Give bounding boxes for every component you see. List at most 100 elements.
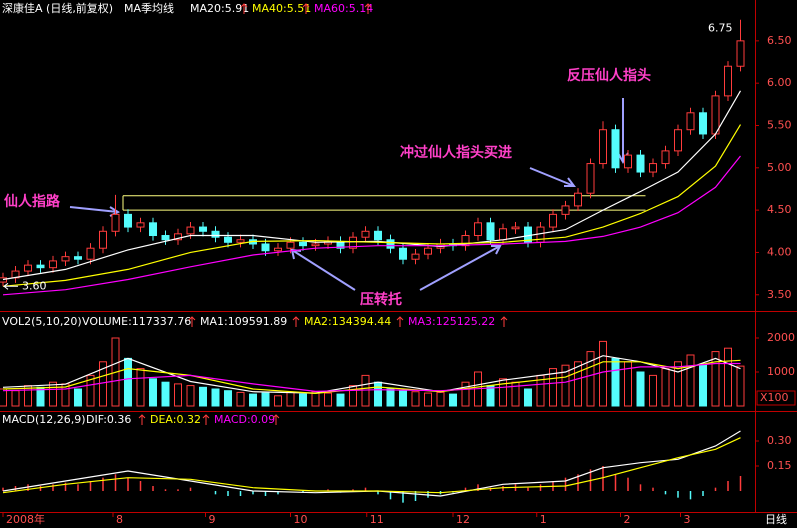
volume-bar bbox=[149, 378, 157, 407]
header-label: MACD(12,26,9) bbox=[2, 413, 86, 426]
candle-body bbox=[499, 228, 507, 241]
volume-bar bbox=[124, 357, 132, 407]
volume-bar bbox=[11, 390, 20, 407]
volume-bar bbox=[586, 351, 595, 407]
header-label: MA3:125125.22 bbox=[408, 315, 495, 328]
trend-arrow bbox=[202, 414, 210, 425]
low-label: 3.60 bbox=[22, 279, 47, 292]
trend-arrow bbox=[138, 414, 146, 425]
candle-body bbox=[149, 222, 157, 237]
candle-body bbox=[424, 247, 432, 255]
volume-bar bbox=[436, 391, 445, 407]
volume-bar bbox=[499, 378, 507, 407]
annotation: 冲过仙人指头买进 bbox=[400, 144, 512, 161]
candle-body bbox=[474, 222, 482, 237]
header-label: MA2:134394.44 bbox=[304, 315, 391, 328]
volume-bar bbox=[286, 391, 295, 407]
volume-bar bbox=[411, 391, 420, 407]
volume-bar bbox=[574, 361, 582, 407]
x-tick-label: 12 bbox=[456, 513, 470, 526]
annotation: 仙人指路 bbox=[4, 193, 61, 210]
candle-body bbox=[161, 235, 170, 241]
volume-bar bbox=[386, 388, 395, 407]
trend-arrow bbox=[272, 414, 280, 425]
volume-bar bbox=[524, 388, 532, 407]
y-tick-label: 1000 bbox=[767, 365, 795, 378]
candle-body bbox=[36, 264, 45, 269]
volume-bar bbox=[449, 393, 457, 407]
candle-body bbox=[511, 226, 520, 230]
ma-line bbox=[2, 90, 742, 281]
candle-body bbox=[286, 241, 295, 249]
candle-body bbox=[274, 247, 282, 252]
volume-bar bbox=[461, 381, 470, 407]
volume-bar bbox=[736, 365, 745, 407]
candle-body bbox=[311, 243, 320, 247]
annotation-arrows bbox=[69, 98, 629, 291]
candle-body bbox=[686, 112, 695, 131]
period-label: 日线 bbox=[765, 512, 787, 526]
arrow bbox=[419, 245, 502, 291]
annotation: 反压仙人指头 bbox=[567, 67, 651, 84]
annotation: 压转托 bbox=[360, 291, 402, 308]
unit-label: X100 bbox=[760, 391, 789, 404]
volume-bar bbox=[699, 364, 707, 407]
x-tick-label: 2 bbox=[624, 513, 631, 526]
header-label: VOL2(5,10,20) bbox=[2, 315, 82, 328]
trend-arrow bbox=[396, 316, 404, 327]
trend-arrow bbox=[500, 316, 508, 327]
y-tick-label: 3.50 bbox=[767, 288, 792, 301]
x-tick-label: 2008年 bbox=[6, 512, 45, 526]
candle-body bbox=[486, 222, 495, 241]
candle-body bbox=[561, 205, 570, 215]
candle-body bbox=[549, 213, 557, 228]
volume-bar bbox=[336, 393, 345, 407]
y-tick-label: 6.50 bbox=[767, 34, 792, 47]
trend-arrow bbox=[240, 3, 248, 14]
volume-bar bbox=[211, 388, 220, 407]
ma-line bbox=[2, 124, 742, 287]
volume-bar bbox=[561, 364, 570, 407]
volume-bar bbox=[549, 368, 557, 407]
header-label: MA季均线 bbox=[124, 1, 174, 15]
volume-bar bbox=[324, 392, 332, 407]
header-label: DEA:0.32 bbox=[150, 413, 201, 426]
volume-bar bbox=[724, 347, 732, 407]
candle-body bbox=[386, 239, 395, 249]
x-tick-label: 3 bbox=[684, 513, 691, 526]
volume-bar bbox=[399, 390, 407, 407]
y-tick-label: 0.15 bbox=[767, 459, 792, 472]
volume-bar bbox=[674, 361, 682, 407]
arrow bbox=[69, 206, 121, 217]
candle-body bbox=[674, 129, 682, 152]
candle-body bbox=[211, 230, 220, 238]
candle-body bbox=[599, 129, 607, 165]
frame bbox=[0, 0, 797, 513]
candle-body bbox=[574, 192, 582, 207]
volume-bar bbox=[186, 385, 195, 407]
volume-bar bbox=[49, 381, 57, 407]
ma-line bbox=[2, 437, 741, 494]
volume-bar bbox=[199, 386, 207, 407]
volume-bar bbox=[424, 392, 432, 407]
volume-bar bbox=[374, 381, 382, 407]
candle-body bbox=[649, 163, 657, 173]
candle-body bbox=[411, 253, 420, 260]
header-label: MA20:5.91 bbox=[190, 2, 249, 15]
candle-body bbox=[199, 226, 207, 232]
ma-line bbox=[2, 155, 741, 296]
header-label: DIF:0.36 bbox=[86, 413, 131, 426]
candle-body bbox=[224, 236, 232, 243]
header-label: 深康佳A (日线,前复权) bbox=[2, 1, 113, 15]
volume-bar bbox=[161, 381, 170, 407]
volume-bar bbox=[611, 357, 620, 407]
candle-body bbox=[611, 129, 620, 169]
y-tick-label: 0.30 bbox=[767, 434, 792, 447]
candle-body bbox=[186, 226, 195, 235]
volume-bar bbox=[236, 391, 245, 407]
volume-bar bbox=[686, 354, 695, 407]
volume-bar bbox=[711, 351, 720, 407]
volume-bar bbox=[74, 388, 82, 407]
candle-body bbox=[124, 213, 132, 228]
x-tick-label: 11 bbox=[370, 513, 384, 526]
